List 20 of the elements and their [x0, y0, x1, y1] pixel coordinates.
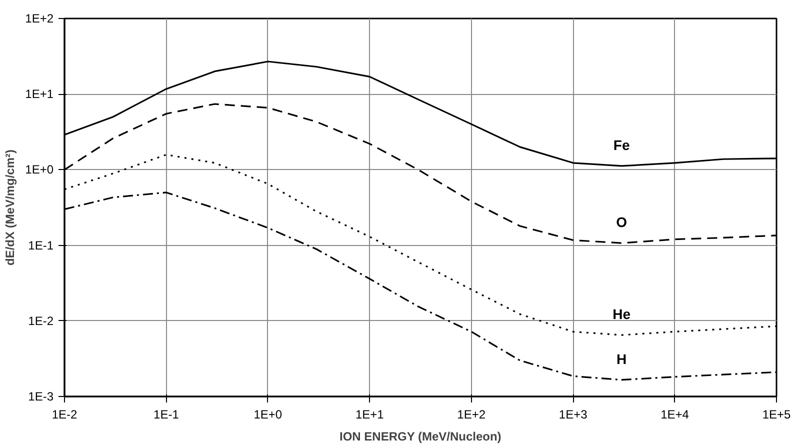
x-tick-label: 1E-2 — [52, 408, 78, 422]
series-label: O — [616, 214, 628, 230]
x-tick-label: 1E+2 — [457, 408, 486, 422]
y-tick-label: 1E-1 — [28, 238, 54, 252]
x-tick-label: 1E+3 — [558, 408, 588, 422]
x-tick-label: 1E+1 — [355, 408, 384, 422]
series-label: H — [616, 350, 627, 367]
x-tick-label: 1E-1 — [154, 408, 180, 422]
x-axis-title: ION ENERGY (MeV/Nucleon) — [339, 430, 502, 444]
y-tick-label: 1E+2 — [25, 12, 54, 26]
y-tick-label: 1E-2 — [28, 314, 54, 328]
x-tick-label: 1E+4 — [660, 408, 690, 422]
x-tick-label: 1E+5 — [762, 408, 792, 422]
y-tick-label: 1E+0 — [25, 162, 54, 177]
x-tick-label: 1E+0 — [254, 408, 282, 422]
y-tick-label: 1E-3 — [28, 390, 54, 404]
y-axis-title: dE/dX (MeV/mg/cm²) — [3, 149, 18, 266]
series-label: He — [612, 306, 631, 322]
y-tick-label: 1E+1 — [25, 87, 54, 102]
series-label: Fe — [613, 136, 630, 153]
